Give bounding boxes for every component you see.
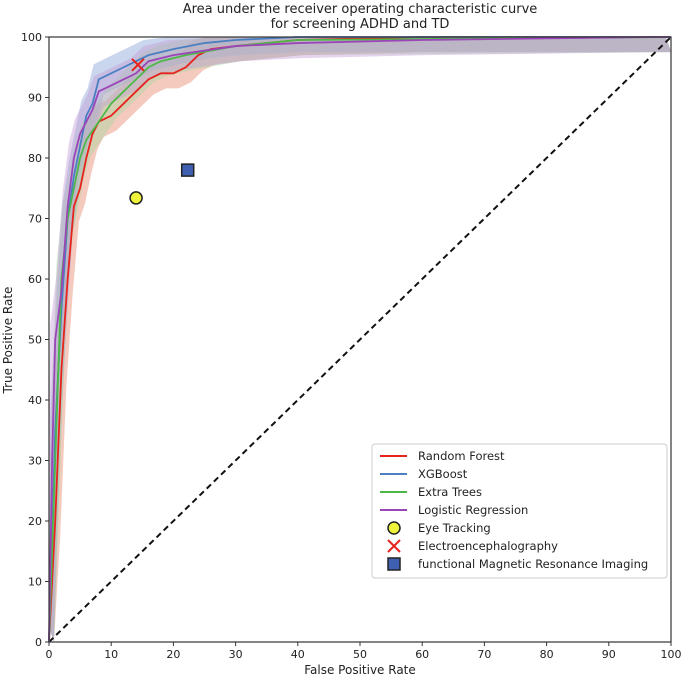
legend-label: Eye Tracking <box>418 521 491 535</box>
x-tick-label: 40 <box>291 648 305 661</box>
x-tick-label: 20 <box>166 648 180 661</box>
y-tick-label: 40 <box>28 394 42 407</box>
confidence-band-0 <box>49 37 671 642</box>
legend <box>371 443 668 579</box>
chart-title-line2: for screening ADHD and TD <box>271 17 450 32</box>
legend-label: Electroencephalography <box>418 539 558 553</box>
roc-line-3 <box>48 36 671 643</box>
y-tick-label: 0 <box>35 636 42 649</box>
y-tick-label: 70 <box>28 213 42 226</box>
point-fmri <box>180 163 195 177</box>
x-tick-label: 70 <box>477 648 491 661</box>
y-axis-label: True Positive Rate <box>1 287 15 395</box>
chart-title-line1: Area under the receiver operating charac… <box>183 2 538 17</box>
legend-label: XGBoost <box>418 467 468 481</box>
y-tick-label: 90 <box>28 92 42 105</box>
legend-swatch <box>387 539 401 553</box>
y-tick-label: 30 <box>28 455 42 468</box>
y-tick-label: 100 <box>21 31 42 44</box>
y-tick-label: 10 <box>28 576 42 589</box>
x-tick-label: 50 <box>353 648 367 661</box>
x-tick-label: 90 <box>602 648 616 661</box>
chance-diagonal <box>48 36 672 643</box>
legend-label: Random Forest <box>418 449 505 463</box>
confidence-band-2 <box>49 37 671 642</box>
point-eeg <box>131 58 145 72</box>
legend-label: functional Magnetic Resonance Imaging <box>418 557 648 571</box>
x-axis-label: False Positive Rate <box>304 663 416 677</box>
legend-swatch <box>387 557 401 571</box>
x-tick-label: 80 <box>540 648 554 661</box>
y-tick-label: 50 <box>28 334 42 347</box>
y-tick-label: 80 <box>28 152 42 165</box>
x-tick-label: 10 <box>104 648 118 661</box>
legend-label: Logistic Regression <box>418 503 528 517</box>
y-tick-label: 60 <box>28 273 42 286</box>
y-tick-label: 20 <box>28 515 42 528</box>
x-tick-label: 0 <box>46 648 53 661</box>
x-tick-label: 30 <box>229 648 243 661</box>
point-eye-tracking <box>129 191 143 205</box>
x-tick-label: 60 <box>415 648 429 661</box>
x-tick-label: 100 <box>661 648 682 661</box>
legend-swatch <box>387 521 401 535</box>
legend-label: Extra Trees <box>418 485 482 499</box>
confidence-band-3 <box>49 37 671 642</box>
